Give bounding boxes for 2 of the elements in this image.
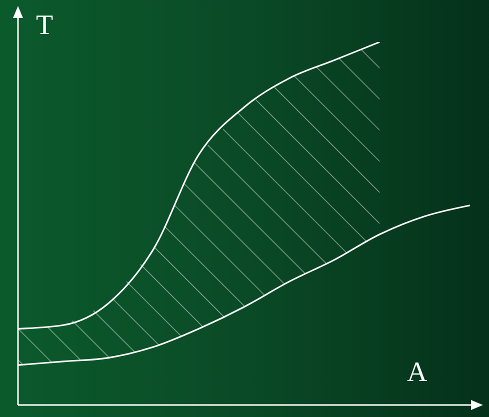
x-axis-title: A [407,357,428,389]
y-axis-title: T [36,10,54,42]
